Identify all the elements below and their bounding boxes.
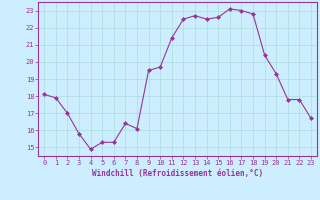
X-axis label: Windchill (Refroidissement éolien,°C): Windchill (Refroidissement éolien,°C) xyxy=(92,169,263,178)
